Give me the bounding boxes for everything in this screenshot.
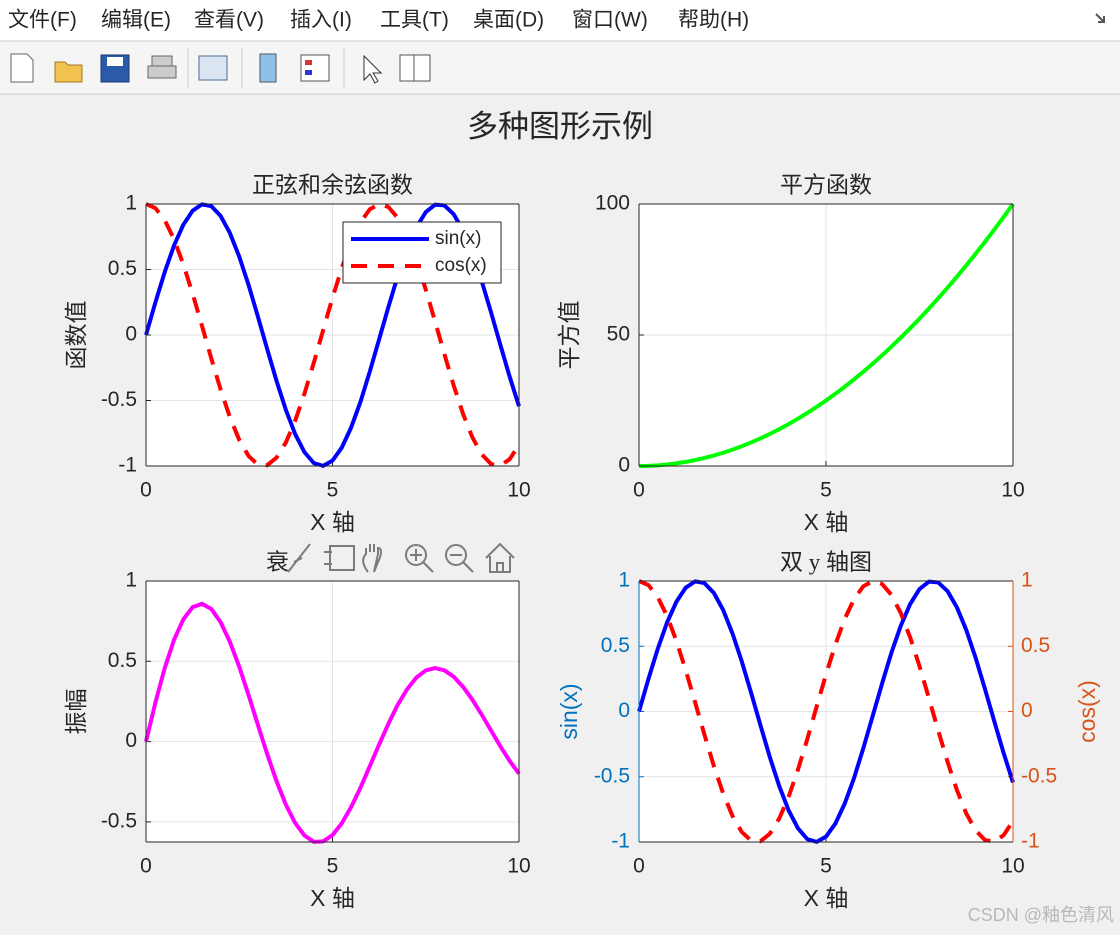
axes-title: 正弦和余弦函数 [252, 172, 413, 197]
pan-icon[interactable] [362, 544, 382, 573]
y-tick-label: 1 [125, 569, 137, 592]
toolbar-icons [10, 48, 431, 88]
menu-item[interactable]: 插入(I) [290, 9, 352, 32]
datatip-icon[interactable] [324, 545, 355, 571]
y2-tick-label: 1 [1021, 569, 1033, 592]
x-axis-label: X 轴 [310, 509, 355, 535]
legend-label: sin(x) [435, 228, 481, 249]
y-tick-label: 0.5 [108, 649, 137, 672]
y-tick-label: -1 [118, 454, 137, 477]
new-icon[interactable] [10, 53, 34, 83]
watermark: CSDN @釉色清风 [968, 905, 1114, 925]
menu-item[interactable]: 编辑(E) [101, 9, 171, 32]
menu-item[interactable]: 工具(T) [380, 9, 449, 32]
x-tick-label: 10 [1001, 479, 1024, 502]
y-axis-label: sin(x) [556, 683, 582, 739]
y-tick-label: 100 [595, 192, 630, 215]
menu-item[interactable]: 帮助(H) [678, 9, 749, 32]
x-axis-label: X 轴 [310, 885, 355, 911]
menu-dock-arrow[interactable] [1095, 13, 1105, 23]
legend: sin(x) cos(x) [342, 221, 502, 284]
x-tick-label: 10 [507, 855, 530, 878]
x-tick-label: 0 [140, 479, 152, 502]
y-tick-label: -0.5 [101, 388, 137, 411]
menu-item[interactable]: 文件(F) [8, 9, 77, 32]
zoom-in-glyph [410, 549, 434, 573]
legend-box [342, 221, 502, 284]
x-tick-label: 0 [140, 855, 152, 878]
y-axis-label: 函数值 [63, 301, 89, 370]
y-tick-label: 0 [125, 729, 137, 752]
x-tick-label: 5 [820, 855, 832, 878]
brush-icon[interactable] [287, 543, 311, 573]
toolbar [0, 42, 1120, 94]
legend-icon-swatch [305, 60, 312, 65]
x-axis-label: X 轴 [804, 509, 849, 535]
link-icon[interactable] [198, 55, 228, 81]
y-tick-label: 0 [618, 454, 630, 477]
y-tick-label: -1 [611, 830, 630, 853]
legend-icon[interactable] [300, 54, 330, 82]
series-line [145, 202, 521, 468]
y-tick-label: 0.5 [601, 634, 630, 657]
series-line [144, 601, 521, 844]
y2-tick-label: 0 [1021, 699, 1033, 722]
zoom-in-icon[interactable] [405, 544, 427, 566]
y2-axis-label: cos(x) [1074, 680, 1100, 743]
subplot: 0 5 10-1-0.500.51-1-0.500.51双 y 轴图X 轴sin(x… [556, 549, 1100, 911]
x-tick-label: 0 [633, 855, 645, 878]
y-tick-label: -0.5 [101, 809, 137, 832]
y2-tick-label: -0.5 [1021, 764, 1057, 787]
property-icon[interactable] [399, 54, 431, 82]
zoom-out-icon[interactable] [445, 544, 467, 566]
x-tick-label: 5 [327, 855, 339, 878]
legend-icon-swatch [305, 70, 312, 75]
open-icon[interactable] [54, 61, 83, 83]
x-tick-label: 10 [1001, 855, 1024, 878]
axes-toolbar [287, 542, 515, 573]
series-line [638, 202, 1015, 468]
series-line [144, 202, 521, 468]
x-axis-label: X 轴 [804, 885, 849, 911]
y-tick-label: 0 [125, 323, 137, 346]
figure-title: 多种图形示例 [467, 109, 653, 144]
x-tick-label: 5 [327, 479, 339, 502]
print-icon[interactable] [147, 55, 177, 79]
x-tick-label: 10 [507, 479, 530, 502]
series-line [638, 579, 1015, 844]
y-tick-label: 0.5 [108, 257, 137, 280]
axes-title: 平方函数 [780, 172, 872, 197]
menu-item[interactable]: 窗口(W) [572, 9, 648, 32]
zoom-out-glyph [450, 554, 474, 573]
home-icon[interactable] [485, 542, 515, 573]
y-tick-label: 1 [125, 192, 137, 215]
colorbar-icon[interactable] [259, 53, 277, 83]
y-axis-label: 平方值 [556, 301, 582, 370]
y-axis-label: 振幅 [63, 689, 89, 735]
menu-item[interactable]: 桌面(D) [473, 9, 544, 32]
pointer-icon[interactable] [363, 54, 383, 84]
y2-tick-label: -1 [1021, 830, 1040, 853]
y-tick-label: 50 [607, 323, 630, 346]
y-tick-label: 0 [618, 699, 630, 722]
legend-label: cos(x) [435, 255, 487, 276]
menu-bar [0, 0, 1120, 41]
x-tick-label: 0 [633, 479, 645, 502]
axes-title: 双 y 轴图 [780, 549, 872, 574]
axes-title: 衰 [266, 549, 289, 574]
x-tick-label: 5 [820, 479, 832, 502]
menu-item[interactable]: 查看(V) [194, 9, 264, 32]
y-tick-label: -0.5 [594, 764, 630, 787]
series-line [637, 579, 1015, 844]
y-tick-label: 1 [618, 569, 630, 592]
subplot: 0 5 10 -1 -0.5 0 0.5 1 正弦和余弦函数 X 轴 函数值 sin(x) cos(x) [63, 172, 531, 535]
y2-tick-label: 0.5 [1021, 634, 1050, 657]
save-icon-label [107, 57, 123, 66]
